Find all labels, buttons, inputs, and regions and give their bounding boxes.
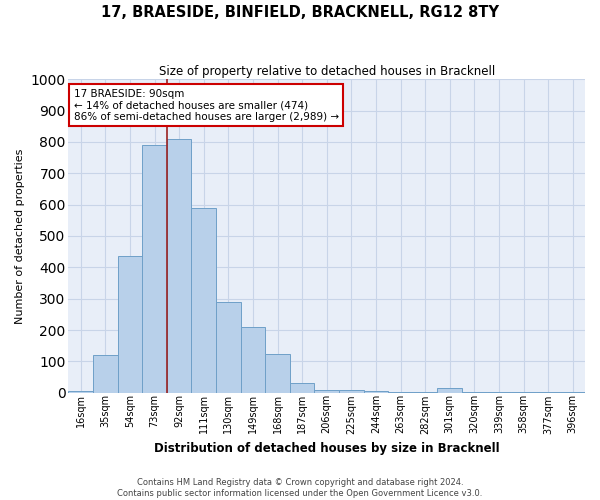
Bar	[142, 145, 167, 393]
Title: Size of property relative to detached houses in Bracknell: Size of property relative to detached ho…	[158, 65, 495, 78]
X-axis label: Distribution of detached houses by size in Bracknell: Distribution of detached houses by size …	[154, 442, 500, 455]
Bar	[437, 388, 462, 393]
Bar	[290, 384, 314, 393]
Bar	[511, 392, 536, 393]
Bar	[265, 354, 290, 393]
Bar	[167, 139, 191, 393]
Bar	[413, 392, 437, 393]
Bar	[314, 390, 339, 393]
Bar	[388, 392, 413, 393]
Bar	[339, 390, 364, 393]
Bar	[536, 392, 560, 393]
Text: Contains HM Land Registry data © Crown copyright and database right 2024.
Contai: Contains HM Land Registry data © Crown c…	[118, 478, 482, 498]
Bar	[487, 392, 511, 393]
Bar	[462, 392, 487, 393]
Bar	[364, 391, 388, 393]
Bar	[191, 208, 216, 393]
Bar	[560, 392, 585, 393]
Bar	[93, 354, 118, 393]
Text: 17, BRAESIDE, BINFIELD, BRACKNELL, RG12 8TY: 17, BRAESIDE, BINFIELD, BRACKNELL, RG12 …	[101, 5, 499, 20]
Bar	[68, 391, 93, 393]
Bar	[216, 302, 241, 393]
Text: 17 BRAESIDE: 90sqm
← 14% of detached houses are smaller (474)
86% of semi-detach: 17 BRAESIDE: 90sqm ← 14% of detached hou…	[74, 88, 339, 122]
Y-axis label: Number of detached properties: Number of detached properties	[15, 148, 25, 324]
Bar	[118, 256, 142, 393]
Bar	[241, 327, 265, 393]
